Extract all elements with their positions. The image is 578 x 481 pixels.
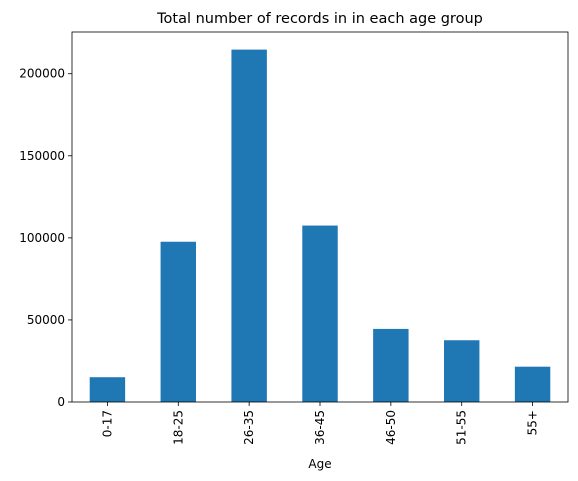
y-axis: 0 50000 100000 150000 200000 (19, 67, 72, 409)
bars-layer (89, 49, 551, 403)
y-tick-label: 0 (57, 395, 65, 409)
x-tick-label: 18-25 (171, 410, 185, 445)
x-tick-label: 46-50 (384, 410, 398, 445)
x-tick-label: 55+ (526, 410, 540, 435)
x-tick-label: 36-45 (313, 410, 327, 445)
bar-51-55 (444, 340, 480, 402)
x-tick-label: 26-35 (242, 410, 256, 445)
bar-46-50 (373, 328, 409, 402)
bar-0-17 (89, 377, 126, 402)
y-tick-label: 50000 (27, 313, 65, 327)
y-tick-label: 100000 (19, 231, 65, 245)
axes-frame (71, 31, 569, 403)
x-axis: 0-17 18-25 26-35 36-45 46-50 51-55 55+ (100, 402, 540, 445)
y-tick-label: 150000 (19, 149, 65, 163)
y-tick-label: 200000 (19, 67, 65, 81)
plot-frame (71, 31, 569, 403)
x-tick-label: 51-55 (455, 410, 469, 445)
bar-18-25 (160, 241, 196, 402)
bar-55+ (514, 366, 551, 402)
chart-title: Total number of records in in each age g… (156, 11, 483, 27)
x-axis-label: Age (308, 457, 331, 471)
bar-26-35 (231, 49, 267, 403)
bar-36-45 (302, 225, 338, 402)
x-tick-label: 0-17 (100, 410, 114, 437)
